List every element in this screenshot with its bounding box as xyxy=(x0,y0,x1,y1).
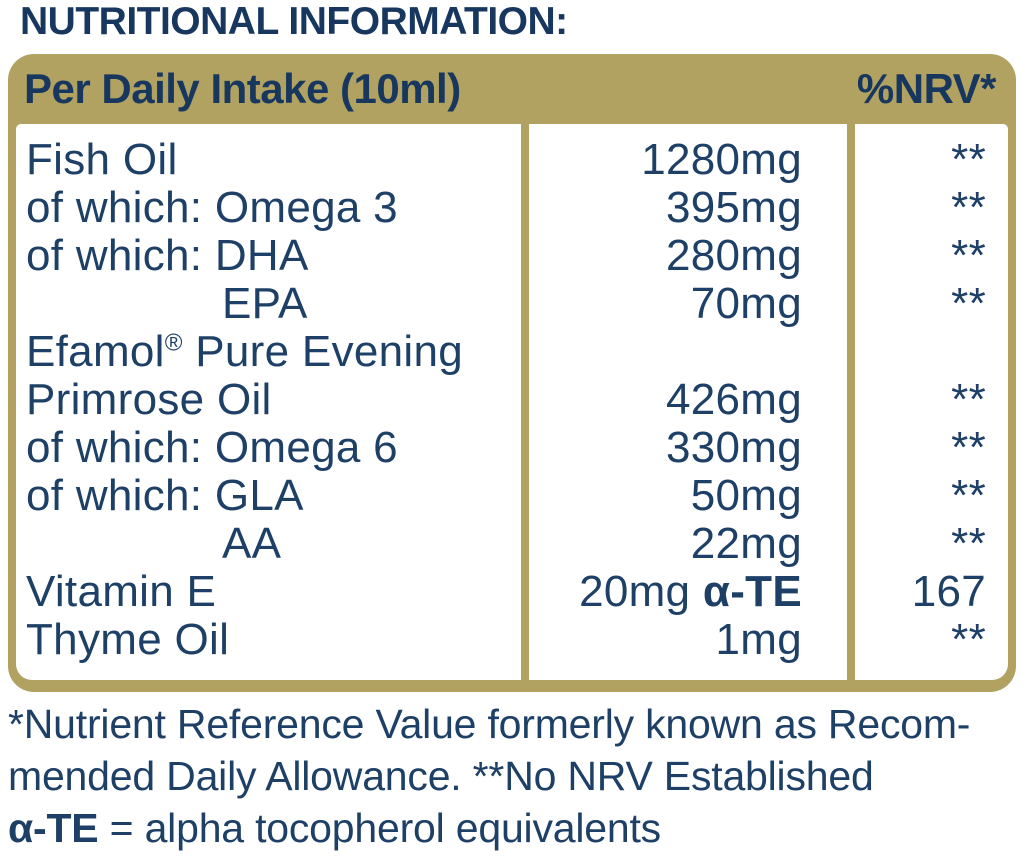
nutrient-name: Fish Oil xyxy=(26,135,178,184)
nrv-value: ** xyxy=(951,135,986,184)
nrv-value: ** xyxy=(951,423,986,472)
nutrient-amount: 50mg xyxy=(690,471,802,520)
table-header-row: Per Daily Intake (10ml) %NRV* xyxy=(16,54,1008,124)
alpha-te-unit: α-TE xyxy=(702,567,802,616)
brand-name: Efamol xyxy=(26,327,165,376)
nrv-value: ** xyxy=(951,375,986,424)
nutrient-amount: 280mg xyxy=(665,231,802,280)
nutrient-name: of which: GLA xyxy=(26,471,304,520)
nrv-value: 167 xyxy=(911,567,986,616)
nutrient-name: of which: Omega 3 xyxy=(26,183,398,232)
nutrient-name-column: Fish Oil of which: Omega 3 of which: DHA… xyxy=(16,124,521,680)
page-title: NUTRITIONAL INFORMATION: xyxy=(20,0,568,43)
nutrition-table: Per Daily Intake (10ml) %NRV* Fish Oil o… xyxy=(8,54,1016,692)
footnote-line-3: α-TE = alpha tocopherol equivalents xyxy=(8,802,1018,854)
nutrient-amount: 1mg xyxy=(715,615,802,664)
nrv-value xyxy=(855,328,986,376)
alpha-te-term: α-TE xyxy=(8,805,99,851)
nutrient-amount: 70mg xyxy=(690,279,802,328)
nrv-value: ** xyxy=(951,183,986,232)
nutrient-name: of which: DHA xyxy=(26,231,309,280)
nrv-value: ** xyxy=(951,471,986,520)
nutrient-amount: 426mg xyxy=(665,375,802,424)
nutrient-name: Vitamin E xyxy=(26,567,217,616)
footnote-line-2: mended Daily Allowance. **No NRV Establi… xyxy=(8,753,874,799)
table-body: Fish Oil of which: Omega 3 of which: DHA… xyxy=(16,124,1008,680)
nrv-value: ** xyxy=(951,231,986,280)
nutrient-name: of which: Omega 6 xyxy=(26,423,398,472)
nutrient-amount: 1280mg xyxy=(641,135,802,184)
nrv-header: %NRV* xyxy=(856,65,997,112)
nutrient-name: Thyme Oil xyxy=(26,615,230,664)
nrv-value: ** xyxy=(951,279,986,328)
registered-trademark-symbol: ® xyxy=(164,329,183,357)
nrv-value: ** xyxy=(951,519,986,568)
per-daily-intake-header: Per Daily Intake (10ml) xyxy=(24,65,461,112)
nrv-value: ** xyxy=(951,615,986,664)
nutrient-name: EPA xyxy=(222,279,308,328)
nutrient-name: AA xyxy=(222,519,282,568)
nrv-column: ** ** ** ** ** ** ** ** 167 ** xyxy=(847,124,1008,680)
nutrient-amount: 20mg α-TE xyxy=(529,568,802,616)
footnote: *Nutrient Reference Value formerly known… xyxy=(8,698,1018,854)
nutrient-amount: 330mg xyxy=(665,423,802,472)
brand-name-rest: Pure Evening xyxy=(182,327,464,376)
nutrient-name: Efamol® Pure Evening xyxy=(26,328,521,376)
nutrient-amount: 22mg xyxy=(690,519,802,568)
footnote-line-1: *Nutrient Reference Value formerly known… xyxy=(8,701,971,747)
alpha-te-definition: = alpha tocopherol equivalents xyxy=(98,805,662,851)
nutrient-name: Primrose Oil xyxy=(26,375,272,424)
nutrient-amount: 395mg xyxy=(665,183,802,232)
nutrient-amount xyxy=(529,328,802,376)
nutrient-amount-column: 1280mg 395mg 280mg 70mg 426mg 330mg 50mg… xyxy=(521,124,847,680)
amount-number: 20mg xyxy=(579,567,703,616)
